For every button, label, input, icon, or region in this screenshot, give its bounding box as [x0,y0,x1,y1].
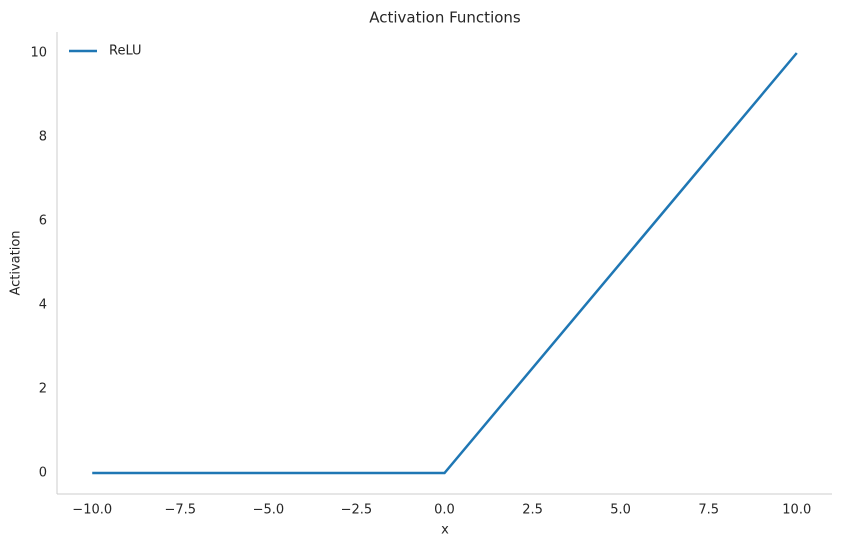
x-tick-label: 7.5 [698,503,719,518]
chart-title: Activation Functions [369,9,521,27]
x-tick-label: 2.5 [522,503,543,518]
x-tick-label: −2.5 [341,503,373,518]
x-tick-label: 0.0 [434,503,455,518]
x-axis-label: x [441,523,449,538]
legend-label: ReLU [109,44,142,59]
y-tick-label: 8 [39,130,47,145]
x-tick-label: −7.5 [165,503,197,518]
y-axis-label: Activation [9,230,24,295]
line [92,52,798,475]
y-tick-label: 4 [39,298,47,313]
x-tick-label: −5.0 [253,503,285,518]
y-tick-label: 6 [39,214,47,229]
y-tick-label: 2 [39,382,47,397]
y-tick-label: 0 [39,466,47,481]
x-tick-label: 10.0 [782,503,811,518]
x-tick-label: −10.0 [72,503,112,518]
x-tick-label: 5.0 [610,503,631,518]
y-tick-label: 10 [30,46,47,61]
